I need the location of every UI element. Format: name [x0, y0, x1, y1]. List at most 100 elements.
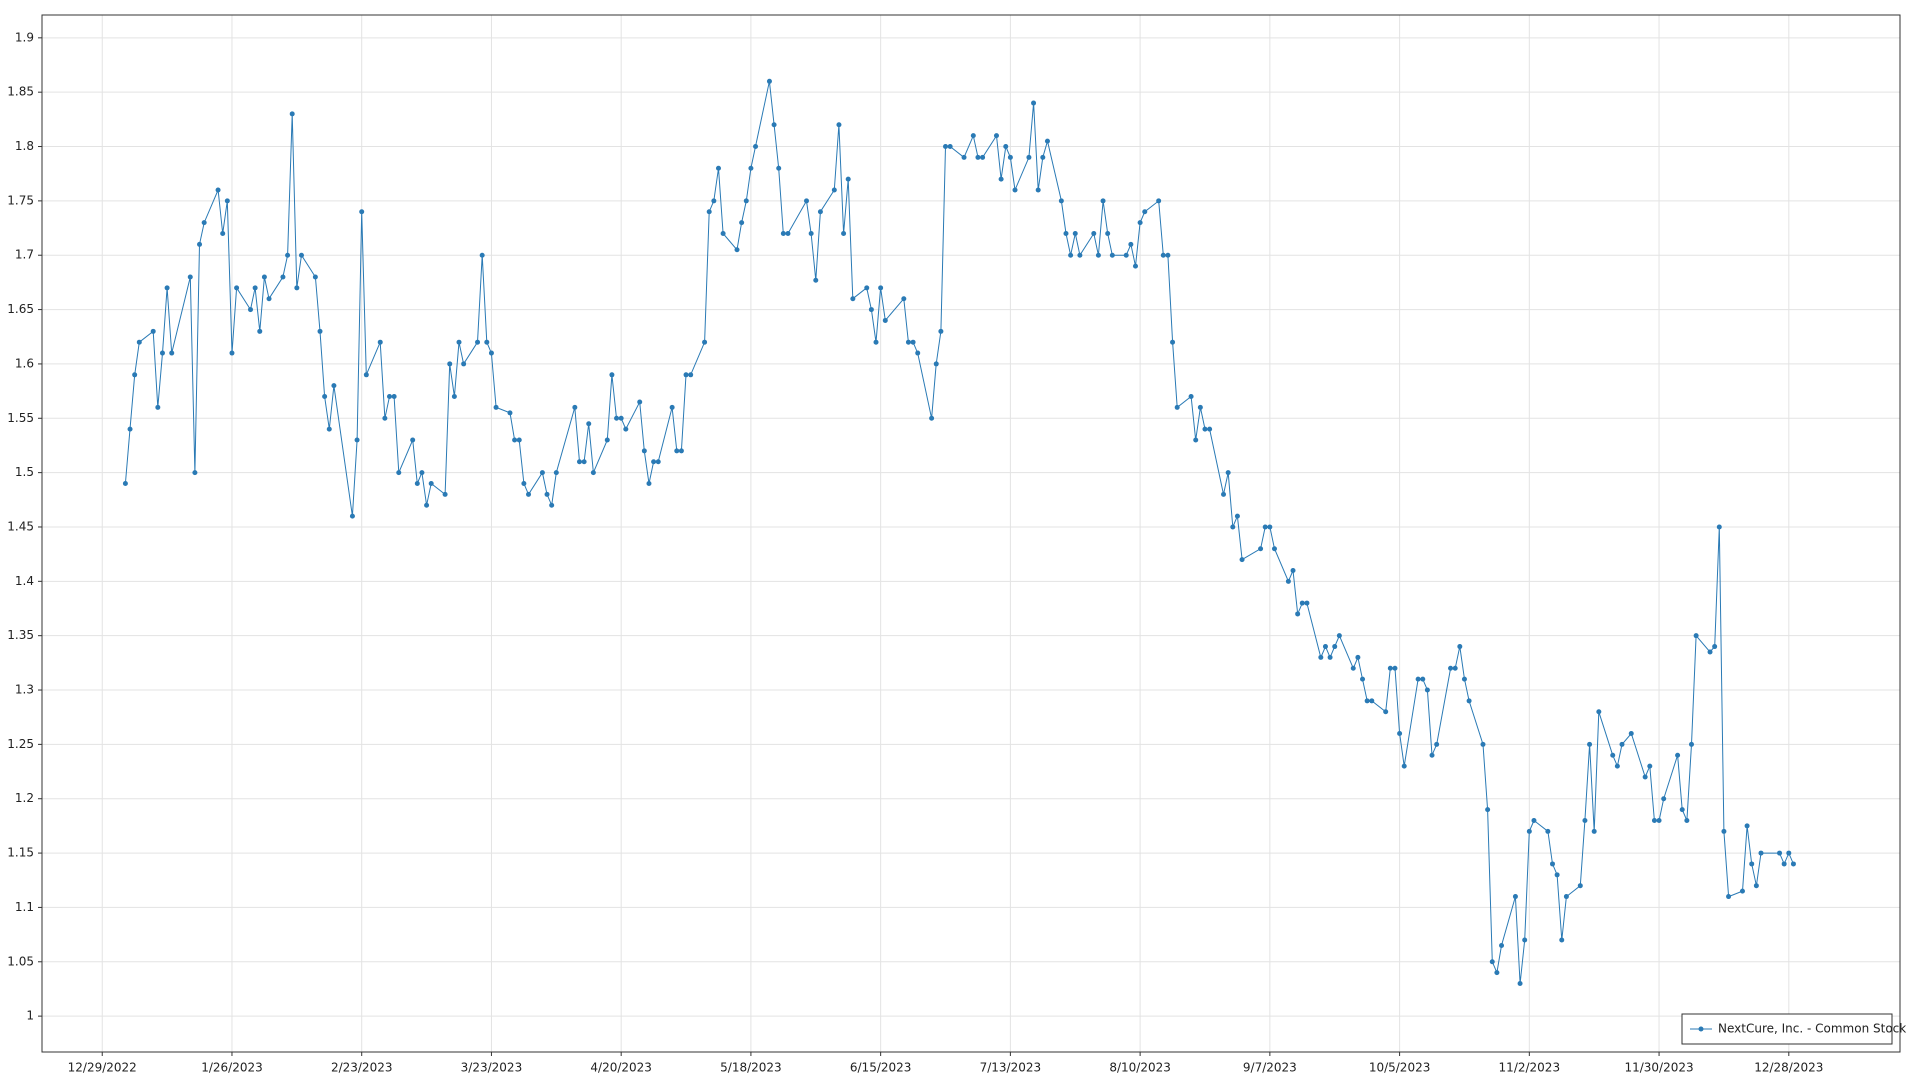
data-point: [572, 404, 578, 410]
data-point: [1577, 883, 1583, 889]
legend: NextCure, Inc. - Common Stock: [1681, 1013, 1906, 1045]
data-point: [1170, 339, 1176, 345]
data-point: [1684, 817, 1690, 823]
data-point: [1522, 937, 1528, 943]
data-point: [1327, 654, 1333, 660]
data-point: [1712, 644, 1718, 650]
data-point: [1489, 959, 1495, 965]
data-point: [1549, 861, 1555, 867]
data-point: [461, 361, 467, 367]
y-tick-label: 1.1: [15, 900, 34, 914]
data-point: [1040, 154, 1046, 160]
data-point: [901, 296, 907, 302]
data-point: [831, 187, 837, 193]
data-point: [1582, 817, 1588, 823]
data-point: [1234, 513, 1240, 519]
data-point: [1517, 981, 1523, 987]
x-tick-label: 7/13/2023: [980, 1061, 1042, 1075]
data-point: [882, 317, 888, 323]
data-point: [1262, 524, 1268, 530]
y-tick-label: 1: [26, 1009, 34, 1023]
data-point: [688, 372, 694, 378]
data-point: [1753, 883, 1759, 889]
data-point: [322, 394, 328, 400]
data-point: [1230, 524, 1236, 530]
x-tick-label: 3/23/2023: [461, 1061, 523, 1075]
data-point: [215, 187, 221, 193]
data-point: [878, 285, 884, 291]
data-point: [507, 410, 513, 416]
data-point: [975, 154, 981, 160]
data-point: [618, 415, 624, 421]
x-tick-label: 10/5/2023: [1369, 1061, 1431, 1075]
data-point: [813, 277, 819, 283]
data-point: [929, 415, 935, 421]
plot-frame: [41, 14, 1901, 1053]
data-point: [1387, 665, 1393, 671]
data-point: [164, 285, 170, 291]
data-point: [1448, 665, 1454, 671]
data-point: [1109, 252, 1115, 258]
data-point: [1091, 230, 1097, 236]
data-point: [743, 198, 749, 204]
data-point: [1397, 731, 1403, 737]
data-point: [734, 247, 740, 253]
data-point: [766, 78, 772, 84]
data-point: [1100, 198, 1106, 204]
data-point: [1258, 546, 1264, 552]
x-tick-label: 5/18/2023: [720, 1061, 782, 1075]
y-tick-label: 1.45: [7, 519, 34, 533]
data-point: [197, 241, 203, 247]
data-point: [1424, 687, 1430, 693]
data-point: [1494, 970, 1500, 976]
data-point: [1434, 741, 1440, 747]
data-point: [641, 448, 647, 454]
data-point: [1563, 894, 1569, 900]
data-point: [1160, 252, 1166, 258]
data-point: [836, 122, 842, 128]
data-point: [414, 480, 420, 486]
data-point: [387, 394, 393, 400]
data-point: [720, 230, 726, 236]
data-point: [683, 372, 689, 378]
data-point: [359, 209, 365, 215]
data-point: [1688, 741, 1694, 747]
data-point: [127, 426, 133, 432]
data-point: [655, 459, 661, 465]
data-point: [349, 513, 355, 519]
data-point: [711, 198, 717, 204]
data-point: [298, 252, 304, 258]
data-point: [1239, 557, 1245, 563]
data-point: [1749, 861, 1755, 867]
data-point: [456, 339, 462, 345]
data-point: [1225, 470, 1231, 476]
data-point: [354, 437, 360, 443]
data-point: [651, 459, 657, 465]
data-point: [192, 470, 198, 476]
data-point: [1679, 807, 1685, 813]
y-tick-label: 1.2: [15, 791, 34, 805]
data-point: [285, 252, 291, 258]
data-point: [1739, 888, 1745, 894]
data-point: [1619, 741, 1625, 747]
data-point: [169, 350, 175, 356]
data-point: [1290, 567, 1296, 573]
data-point: [873, 339, 879, 345]
data-point: [1174, 404, 1180, 410]
y-tick-label: 1.6: [15, 356, 34, 370]
data-point: [382, 415, 388, 421]
data-point: [1499, 942, 1505, 948]
data-point: [1007, 154, 1013, 160]
data-point: [1207, 426, 1213, 432]
data-point: [993, 133, 999, 139]
data-point: [780, 230, 786, 236]
data-point: [1786, 850, 1792, 856]
data-point: [1026, 154, 1032, 160]
data-point: [1466, 698, 1472, 704]
data-point: [1545, 828, 1551, 834]
x-tick-label: 11/2/2023: [1499, 1061, 1561, 1075]
data-point: [1790, 861, 1796, 867]
data-point: [1350, 665, 1356, 671]
data-point: [1360, 676, 1366, 682]
